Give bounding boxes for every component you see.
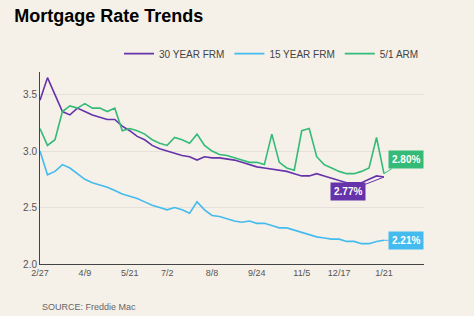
svg-text:8/8: 8/8 xyxy=(206,268,219,278)
svg-text:30 YEAR FRM: 30 YEAR FRM xyxy=(159,49,224,60)
svg-text:9/24: 9/24 xyxy=(248,268,266,278)
svg-text:5/21: 5/21 xyxy=(121,268,139,278)
svg-text:11/5: 11/5 xyxy=(293,268,310,278)
svg-text:7/2: 7/2 xyxy=(161,268,174,278)
svg-text:5/1 ARM: 5/1 ARM xyxy=(380,49,418,60)
svg-text:Mortgage Rate Trends: Mortgage Rate Trends xyxy=(14,6,203,26)
svg-text:2/27: 2/27 xyxy=(31,268,49,278)
svg-text:3.5: 3.5 xyxy=(23,89,37,100)
svg-text:2.21%: 2.21% xyxy=(392,235,420,246)
svg-text:4/9: 4/9 xyxy=(79,268,92,278)
svg-text:SOURCE: Freddie Mac: SOURCE: Freddie Mac xyxy=(42,302,136,312)
svg-text:3.0: 3.0 xyxy=(23,146,37,157)
svg-text:2.77%: 2.77% xyxy=(334,186,362,197)
svg-text:2.5: 2.5 xyxy=(23,202,37,213)
svg-text:2.0: 2.0 xyxy=(23,259,37,270)
svg-text:2.80%: 2.80% xyxy=(392,154,420,165)
svg-text:1/21: 1/21 xyxy=(375,268,393,278)
svg-text:15 YEAR FRM: 15 YEAR FRM xyxy=(269,49,334,60)
svg-text:12/17: 12/17 xyxy=(328,268,351,278)
